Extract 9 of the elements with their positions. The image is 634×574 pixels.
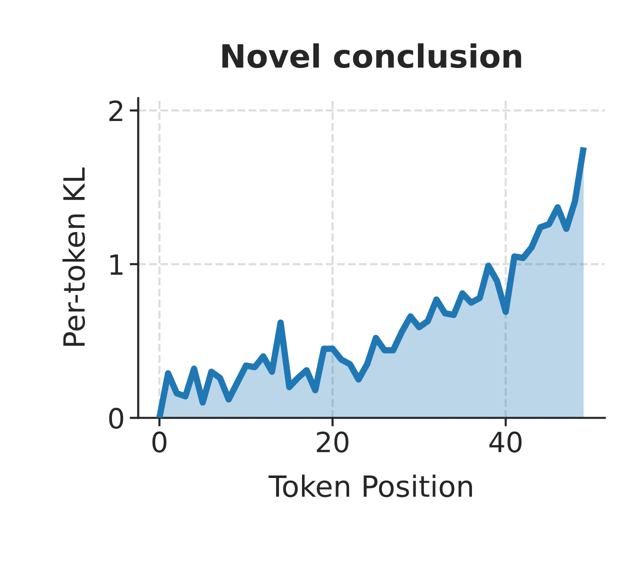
- x-axis-title: Token Position: [268, 474, 472, 498]
- x-tick-label: 20: [316, 432, 348, 453]
- x-tick-label: 0: [152, 432, 166, 453]
- y-tick-label: 0: [109, 408, 124, 429]
- x-tick-label: 40: [489, 432, 522, 453]
- y-tick-label: 2: [109, 100, 122, 122]
- chart-title: Novel conclusion: [222, 43, 522, 68]
- y-axis-title: Per-token KL: [62, 168, 86, 346]
- y-tick-label: 1: [110, 254, 122, 275]
